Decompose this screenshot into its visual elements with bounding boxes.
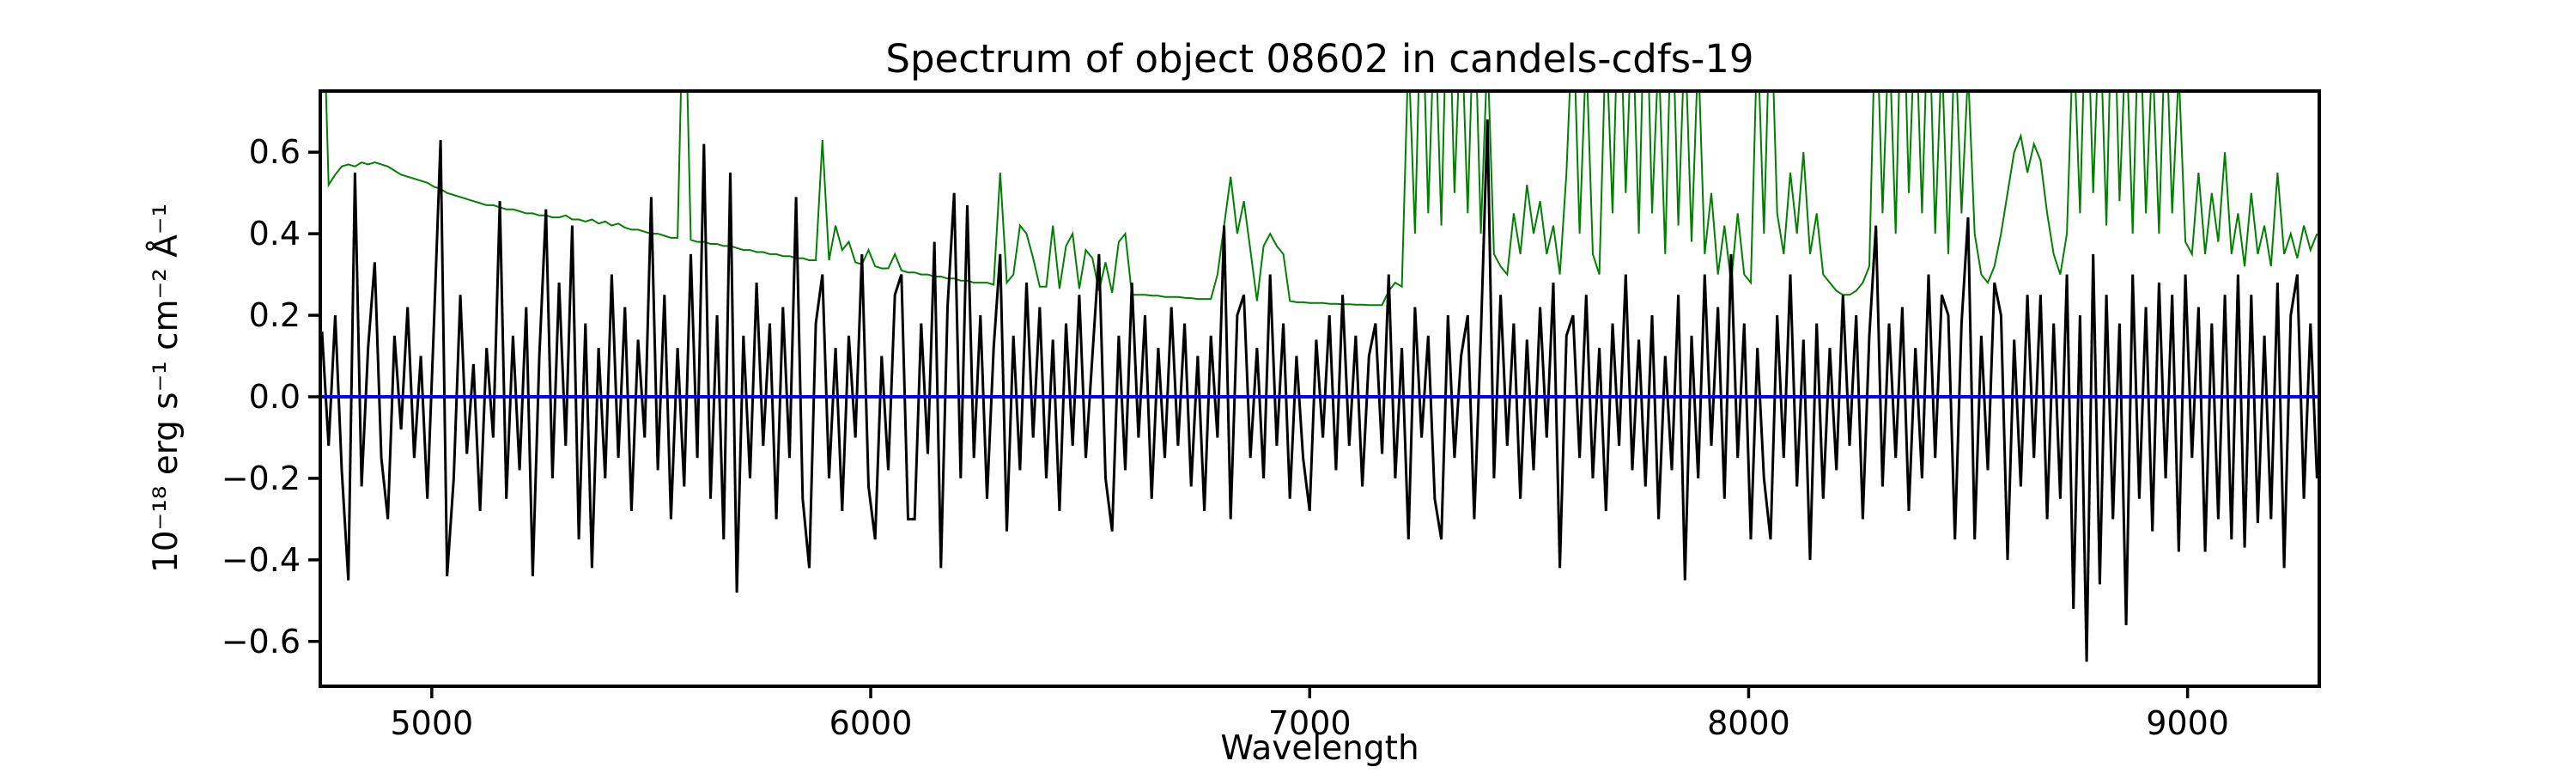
object-flux-spectrum-line xyxy=(320,119,2318,662)
series-group xyxy=(320,91,2319,662)
y-tick-label: 0.4 xyxy=(249,215,301,253)
x-tick-label: 7000 xyxy=(1268,704,1352,742)
y-tick-label: 0.6 xyxy=(249,133,301,171)
x-tick-label: 9000 xyxy=(2146,704,2229,742)
plot-frame xyxy=(319,89,2321,688)
y-tick-label: −0.4 xyxy=(222,541,301,579)
y-axis-label: 10⁻¹⁸ erg s⁻¹ cm⁻² Å⁻¹ xyxy=(145,204,185,573)
plot-title: Spectrum of object 08602 in candels-cdfs… xyxy=(885,36,1753,82)
x-tick-label: 8000 xyxy=(1707,704,1790,742)
y-tick-label: 0.2 xyxy=(249,296,301,334)
axis-ticks: 5000 6000 7000 8000 9000 0.6 0.4 0.2 0.0 −0.2 −0.4… xyxy=(222,133,2229,742)
y-tick-label: 0.0 xyxy=(249,378,301,416)
y-tick-label: −0.6 xyxy=(222,623,301,660)
sky-noise-spectrum-line xyxy=(325,91,2318,307)
x-tick-label: 5000 xyxy=(390,704,473,742)
y-tick-label: −0.2 xyxy=(222,460,301,497)
x-axis-label: Wavelength xyxy=(1220,729,1419,768)
x-tick-label: 6000 xyxy=(829,704,913,742)
